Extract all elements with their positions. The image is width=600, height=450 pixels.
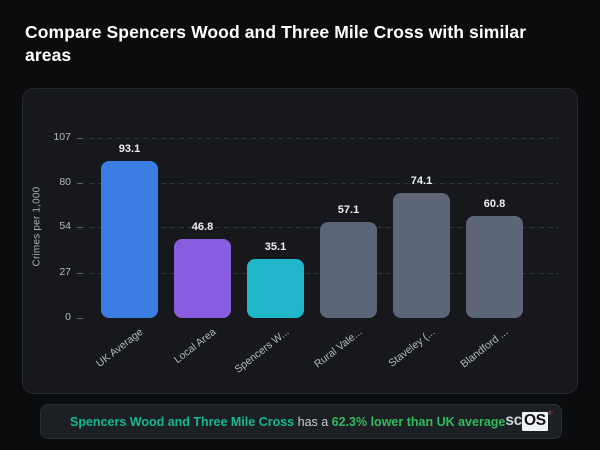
- bar-rural-vale-: [320, 221, 377, 318]
- y-tick-label-80: 80: [59, 176, 71, 189]
- bar-value-label: 60.8: [483, 197, 506, 210]
- y-tick-label-54: 54: [59, 220, 71, 233]
- bar-local-area: [174, 239, 231, 318]
- gridline-107: [89, 138, 559, 139]
- bar-value-label: 74.1: [410, 175, 433, 188]
- scos-logo-box: OS: [522, 412, 548, 431]
- bar-spencers-w-: [247, 258, 304, 318]
- y-tick-mark-0: [77, 318, 83, 319]
- annotation-subject: Spencers Wood and Three Mile Cross: [70, 414, 295, 429]
- bar-value-label: 35.1: [264, 240, 287, 253]
- bar-staveley-: [393, 193, 450, 318]
- page-title: Compare Spencers Wood and Three Mile Cro…: [25, 22, 527, 66]
- plot-area: 0 27 54 80 107 93.1 UK Average 46.8 Local Area 35…: [53, 131, 559, 376]
- annotation-connector: has a: [294, 414, 332, 429]
- annotation-stat: 62.3% lower than UK average: [331, 414, 506, 429]
- y-tick-mark-80: [77, 183, 83, 185]
- bar-value-label: 93.1: [118, 143, 141, 156]
- scos-logo-prefix: sc: [505, 412, 523, 430]
- bar-value-label: 57.1: [337, 203, 360, 216]
- bar-uk-average: [101, 161, 158, 318]
- y-tick-mark-27: [77, 272, 83, 274]
- chart-panel: Crimes per 1,000 0 27 54 80 107 93.1 UK Averag…: [22, 88, 578, 394]
- y-tick-label-27: 27: [59, 265, 71, 278]
- bar-blandford-: [466, 215, 523, 318]
- bar-value-label: 46.8: [191, 221, 214, 234]
- annotation-bar: Spencers Wood and Three Mile Cross has a…: [40, 404, 562, 439]
- scos-logo: sc OS ®: [505, 410, 553, 431]
- y-tick-label-0: 0: [65, 311, 71, 323]
- y-tick-mark-107: [77, 138, 83, 139]
- gridline-80: [89, 183, 559, 185]
- y-tick-mark-54: [77, 227, 83, 229]
- registered-trademark-icon: ®: [547, 410, 553, 418]
- y-tick-label-107: 107: [53, 131, 71, 143]
